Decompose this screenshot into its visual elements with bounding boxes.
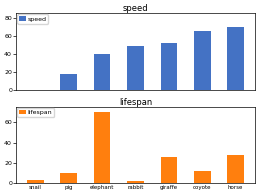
Title: lifespan: lifespan bbox=[119, 98, 152, 107]
Bar bbox=[94, 54, 111, 90]
Bar bbox=[127, 46, 144, 90]
Bar bbox=[194, 31, 211, 90]
Legend: lifespan: lifespan bbox=[17, 108, 54, 117]
Title: speed: speed bbox=[123, 4, 148, 13]
Bar bbox=[127, 181, 144, 184]
Bar bbox=[194, 171, 211, 184]
Bar bbox=[60, 74, 77, 90]
Bar bbox=[227, 155, 244, 184]
Bar bbox=[94, 112, 111, 184]
Bar bbox=[60, 173, 77, 184]
Bar bbox=[161, 43, 177, 90]
Legend: speed: speed bbox=[17, 14, 48, 23]
Bar bbox=[227, 27, 244, 90]
Bar bbox=[161, 157, 177, 184]
Bar bbox=[27, 180, 44, 184]
